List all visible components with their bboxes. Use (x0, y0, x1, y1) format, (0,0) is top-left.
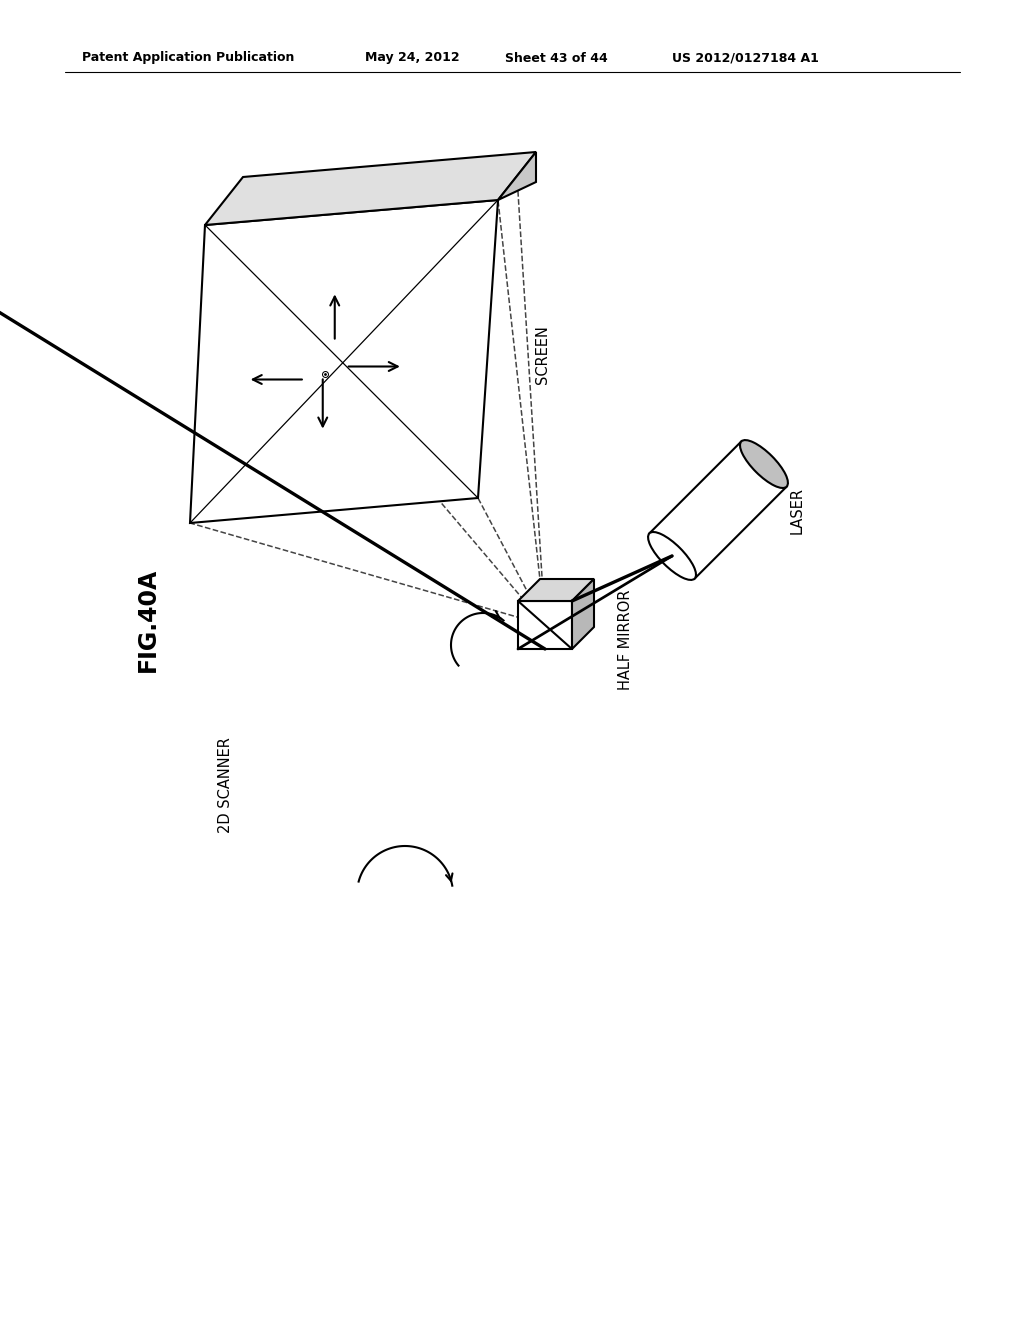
Polygon shape (649, 441, 786, 578)
Text: 2D SCANNER: 2D SCANNER (218, 737, 233, 833)
Text: May 24, 2012: May 24, 2012 (365, 51, 460, 65)
Polygon shape (190, 201, 498, 523)
Text: LASER: LASER (790, 487, 805, 533)
Polygon shape (205, 152, 536, 224)
Polygon shape (518, 601, 572, 649)
Polygon shape (498, 152, 536, 201)
Text: US 2012/0127184 A1: US 2012/0127184 A1 (672, 51, 819, 65)
Text: FIG.40A: FIG.40A (136, 568, 160, 672)
Polygon shape (572, 579, 594, 649)
Polygon shape (518, 579, 594, 601)
Text: Patent Application Publication: Patent Application Publication (82, 51, 294, 65)
Ellipse shape (740, 440, 787, 488)
Ellipse shape (648, 532, 696, 579)
Text: Sheet 43 of 44: Sheet 43 of 44 (505, 51, 608, 65)
Text: HALF MIRROR: HALF MIRROR (618, 590, 633, 690)
Text: SCREEN: SCREEN (535, 326, 550, 384)
